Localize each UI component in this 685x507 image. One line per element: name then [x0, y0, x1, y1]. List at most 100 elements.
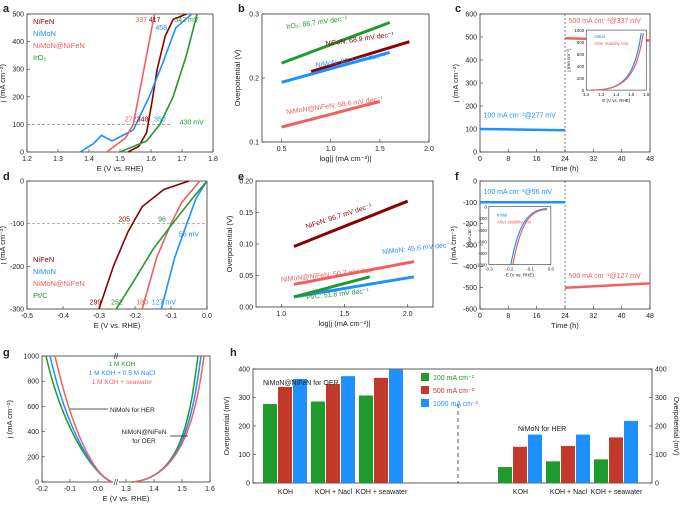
y-tick-label-h: 100: [238, 452, 250, 459]
y-axis-label-h: Overpotential (mV): [224, 397, 231, 456]
category-label-h-1: KOH + Nacl: [315, 489, 353, 496]
y-tick-label-right-h: 100: [655, 452, 667, 459]
x-tick-label-g: -0.2: [36, 486, 48, 493]
annotation-a-top-0: 337: [135, 17, 147, 24]
panel-label-c: c: [455, 3, 461, 15]
oer-curve-g-2: [131, 355, 205, 483]
inset-curve-c-after: [591, 33, 644, 91]
bar-h-0-1: [278, 386, 292, 483]
x-tick-label-d: -0.5: [21, 313, 33, 320]
her-curve-g-2: [54, 355, 113, 483]
legend-label-d-1: NiMoN: [33, 267, 56, 276]
y-tick-label-b: 0.3: [249, 12, 259, 19]
annotation-d-bot-1: 252: [111, 300, 123, 307]
series-line-e-3: [293, 275, 371, 299]
y-tick-label-g: 0: [35, 480, 39, 487]
series-label-f-1: 500 mA cm⁻²@127 mV: [569, 273, 642, 280]
y-tick-label-a: 100: [12, 122, 24, 129]
y-tick-label-c: 100: [465, 127, 477, 134]
y-tick-label-d: -100: [10, 221, 24, 228]
y-tick-label-h: 0: [246, 481, 250, 488]
bar-h-3-1: [513, 446, 527, 483]
x-tick-label-d: -0.2: [129, 313, 141, 320]
legend-label-d-3: Pt/C: [33, 291, 48, 300]
inset-y-tick-f: -800: [478, 251, 488, 256]
y-tick-label-c: 500: [465, 35, 477, 42]
series-line-b-0: [281, 21, 391, 65]
bar-h-2-1: [374, 377, 388, 483]
inset-y-label-f: j (mA cm⁻²): [467, 224, 472, 248]
y-tick-label-right-h: 0: [655, 481, 659, 488]
inset-frame-c: [585, 29, 647, 91]
x-tick-label-c: 8: [506, 156, 510, 163]
x-tick-label-f: 8: [506, 313, 510, 320]
x-axis-label-b: log|j (mA cm⁻²)|: [319, 154, 371, 163]
x-tick-label-c: 16: [533, 156, 541, 163]
series-line-a-3: [119, 13, 198, 153]
x-tick-label-a: 1.4: [84, 156, 94, 163]
series-line-e-1: [293, 275, 415, 299]
inset-legend-f-1: After stability test: [497, 220, 532, 225]
legend-label-a-3: IrO₂: [33, 53, 46, 62]
annotation-d-bot-2: 180: [136, 300, 148, 307]
inset-x-tick-f: -0.2: [506, 267, 514, 272]
series-line-e-2: [293, 260, 415, 286]
x-tick-label-c: 40: [618, 156, 626, 163]
y-tick-label-c: 0: [473, 150, 477, 157]
x-tick-label-f: 40: [618, 313, 626, 320]
x-axis-label-d: E (V vs. RHE): [94, 321, 141, 330]
bar-h-1-0: [311, 401, 325, 483]
x-axis-label-e: log|j (mA cm⁻²)|: [318, 319, 370, 328]
inset-x-label-c: E (V vs. RHE): [602, 98, 631, 103]
category-label-h-5: KOH + seawater: [591, 489, 643, 496]
y-axis-label-d: j (mA cm⁻²): [0, 225, 7, 265]
panel-label-a: a: [3, 3, 10, 15]
y-tick-label-right-h: 200: [655, 424, 667, 431]
bar-h-2-0: [359, 395, 373, 483]
y-tick-label-g: 400: [27, 429, 39, 436]
inset-y-tick-f: 0: [484, 205, 487, 210]
inset-curve-f-initial: [510, 208, 547, 265]
legend-label-g-2: 1 M KOH + seawater: [92, 379, 153, 386]
y-tick-label-g: 200: [27, 454, 39, 461]
legend-label-a-0: NiFeN: [33, 17, 54, 26]
y-tick-label-f: -300: [463, 243, 477, 250]
series-label-c-1: 500 mA cm⁻²@337 mV: [569, 18, 642, 25]
y-tick-label-c: 600: [465, 12, 477, 19]
x-tick-label-d: -0.1: [165, 313, 177, 320]
x-axis-label-g: E (V vs. RHE): [103, 494, 150, 503]
y-tick-label-f: -500: [463, 285, 477, 292]
inset-x-tick-c: 1.5: [628, 92, 635, 97]
y-tick-label-h: 200: [238, 424, 250, 431]
x-axis-label-c: Time (h): [551, 164, 579, 173]
axis-break-gap-g: [112, 478, 119, 486]
series-label-e-0: NiFeN: 96.7 mV dec⁻¹: [305, 203, 373, 231]
legend-label-d-0: NiFeN: [33, 255, 54, 264]
annotation-g-her: NiMoN for HER: [110, 407, 155, 414]
y-tick-label-a: 200: [12, 94, 24, 101]
x-tick-label-e: 1.0: [276, 311, 286, 318]
panel-label-e: e: [238, 171, 244, 183]
bar-h-1-2: [341, 376, 355, 483]
y-axis-label-c: j (mA cm⁻²): [451, 63, 460, 103]
annotation-d-bot-3: 127 mV: [152, 300, 176, 307]
x-axis-label-a: E (V vs. RHE): [97, 164, 144, 173]
x-tick-label-b: 2.0: [424, 146, 434, 153]
axis-break-g: //: [114, 478, 119, 487]
y-axis-label-b: Overpotential (V): [233, 49, 242, 106]
annotation-d-bot-0: 299: [90, 300, 102, 307]
annotation-g-oer: NiMoN@NiFeN: [122, 429, 167, 436]
series-line-b-2: [281, 50, 391, 84]
y-tick-label-e: 0.00: [239, 305, 253, 312]
legend-label-h-0: 100 mA cm⁻²: [433, 375, 475, 382]
annotation-g-oer-2: for OER: [132, 438, 156, 445]
legend-label-h-1: 500 mA cm⁻²: [433, 388, 475, 395]
panel-label-d: d: [3, 171, 10, 183]
category-label-h-2: KOH + seawater: [356, 489, 408, 496]
inset-legend-c-0: Initial: [594, 34, 605, 39]
y-tick-label-e: 0.10: [239, 242, 253, 249]
annotation-d-top-0: 205: [118, 217, 130, 224]
annotation-d-top-1: 96: [158, 217, 166, 224]
bar-h-0-0: [263, 404, 277, 483]
y-tick-label-f: 0: [473, 179, 477, 186]
